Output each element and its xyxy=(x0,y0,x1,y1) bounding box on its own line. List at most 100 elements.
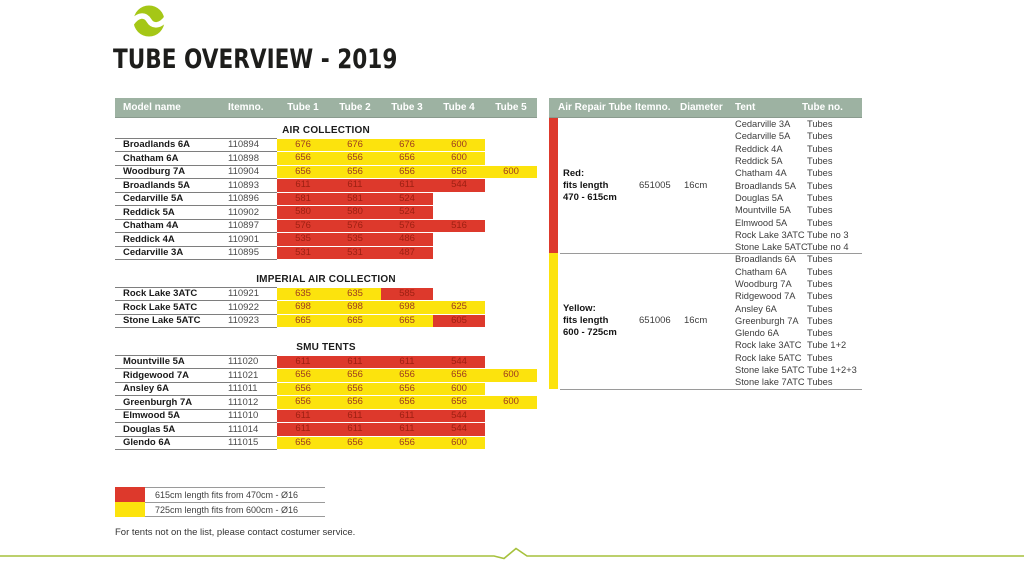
model-name-cell: Rock Lake 3ATC xyxy=(115,286,228,301)
itemno-cell: 110895 xyxy=(228,245,277,260)
tube2-cell: 535 xyxy=(329,232,381,246)
legend-text: 725cm length fits from 600cm - Ø16 xyxy=(145,502,325,517)
col-header-itemno: Itemno. xyxy=(635,102,671,113)
tube1-cell: 698 xyxy=(277,300,329,314)
tube2-cell: 611 xyxy=(329,408,381,422)
section-title: AIR COLLECTION xyxy=(282,125,370,137)
tube-no-cell: Tube no 3 xyxy=(807,229,849,240)
itemno-cell: 111020 xyxy=(228,354,277,369)
section-title: SMU TENTS xyxy=(296,342,356,354)
tube2-cell: 676 xyxy=(329,137,381,151)
tube2-cell: 635 xyxy=(329,286,381,300)
tube1-cell: 665 xyxy=(277,313,329,327)
tube2-cell: 656 xyxy=(329,164,381,178)
tube5-cell xyxy=(485,151,537,165)
brand-logo xyxy=(128,5,170,37)
legend: 615cm length fits from 470cm - Ø16 725cm … xyxy=(115,487,325,517)
model-name-cell: Stone Lake 5ATC xyxy=(115,313,228,328)
tube1-cell: 676 xyxy=(277,137,329,151)
tube-no-cell: Tubes xyxy=(807,192,833,203)
tube3-cell: 665 xyxy=(381,313,433,327)
tube4-cell xyxy=(433,246,485,260)
tube1-cell: 656 xyxy=(277,395,329,409)
tube4-cell: 605 xyxy=(433,313,485,327)
itemno-cell: 111011 xyxy=(228,381,277,396)
model-name-cell: Cedarville 5A xyxy=(115,191,228,206)
diameter-cell: 16cm xyxy=(684,180,708,192)
table-row: Chatham 4A 110897 576 576 576 516 xyxy=(115,218,537,232)
col-header-tube3: Tube 3 xyxy=(391,102,423,113)
tube5-cell xyxy=(485,436,537,450)
itemno-cell: 110893 xyxy=(228,178,277,192)
tube-table-body: AIR COLLECTION Broadlands 6A 110894 676 676 6… xyxy=(115,124,537,450)
tent-cell: Ansley 6A xyxy=(735,303,777,314)
tent-cell: Cedarville 5A xyxy=(735,131,791,142)
tube5-cell: 600 xyxy=(485,395,537,409)
tube1-cell: 611 xyxy=(277,422,329,436)
brand-logo-icon xyxy=(128,5,170,37)
tube3-cell: 486 xyxy=(381,232,433,246)
table-row: Cedarville 5A 110896 581 581 524 xyxy=(115,191,537,206)
tube4-cell: 600 xyxy=(433,435,485,449)
tube1-cell: 580 xyxy=(277,205,329,219)
tube2-cell: 656 xyxy=(329,435,381,449)
tube-no-cell: Tubes xyxy=(807,156,833,167)
red-color-bar xyxy=(549,118,558,254)
fit-length-label: Yellow: fits length 600 - 725cm xyxy=(558,253,635,388)
tube4-cell: 656 xyxy=(433,164,485,178)
tube4-cell: 544 xyxy=(433,408,485,422)
tube1-cell: 535 xyxy=(277,232,329,246)
tube5-cell xyxy=(485,246,537,260)
tent-cell: Douglas 5A xyxy=(735,192,784,203)
itemno-cell: 651006 xyxy=(639,315,671,327)
tent-cell: Reddick 5A xyxy=(735,156,783,167)
tube2-cell: 531 xyxy=(329,245,381,259)
tube-no-column: Tubes Tubes Tubes Tubes Tubes Tubes Tubes Tube … xyxy=(802,253,862,388)
tube4-cell xyxy=(433,287,485,301)
tent-cell: Reddick 4A xyxy=(735,143,783,154)
itemno-cell: 110894 xyxy=(228,137,277,152)
itemno-cell: 110921 xyxy=(228,286,277,301)
tube4-cell: 600 xyxy=(433,137,485,151)
tube-no-cell: Tubes xyxy=(807,254,833,265)
tube3-cell: 676 xyxy=(381,137,433,151)
tent-cell: Chatham 4A xyxy=(735,168,787,179)
tube4-cell: 656 xyxy=(433,368,485,382)
table-row: Woodburg 7A 110904 656 656 656 656 600 xyxy=(115,164,537,178)
col-header-diameter: Diameter xyxy=(680,102,723,113)
fit-length-line: fits length xyxy=(563,179,609,191)
air-repair-tube-table: Air Repair Tube Itemno. Diameter Tent Tu… xyxy=(549,98,862,390)
itemno-cell: 651005 xyxy=(639,180,671,192)
tube5-cell: 600 xyxy=(485,164,537,178)
tube4-cell: 600 xyxy=(433,151,485,165)
tube-no-cell: Tubes xyxy=(807,352,833,363)
fit-length-line: 600 - 725cm xyxy=(563,326,617,338)
model-name-cell: Rock Lake 5ATC xyxy=(115,300,228,314)
tent-cell: Broadlands 5A xyxy=(735,180,796,191)
tube5-cell xyxy=(485,314,537,328)
tube1-cell: 656 xyxy=(277,368,329,382)
model-name-cell: Broadlands 5A xyxy=(115,178,228,192)
tube3-cell: 611 xyxy=(381,422,433,436)
tent-cell: Stone lake 5ATC xyxy=(735,365,805,376)
itemno-cell: 110896 xyxy=(228,191,277,206)
section-bottom-rule xyxy=(115,327,277,328)
model-name-cell: Ansley 6A xyxy=(115,381,228,396)
tent-cell: Stone Lake 5ATC xyxy=(735,242,808,253)
tube-no-cell: Tubes xyxy=(807,180,833,191)
tent-cell: Ridgewood 7A xyxy=(735,291,796,302)
tube1-cell: 656 xyxy=(277,435,329,449)
table-row: Elmwood 5A 111010 611 611 611 544 xyxy=(115,408,537,422)
legend-row: 725cm length fits from 600cm - Ø16 xyxy=(115,502,325,517)
table-row: Rock Lake 5ATC 110922 698 698 698 625 xyxy=(115,300,537,314)
tube-no-cell: Tubes xyxy=(807,217,833,228)
itemno-cell: 110902 xyxy=(228,205,277,219)
model-name-cell: Greenburgh 7A xyxy=(115,395,228,409)
tube4-cell: 516 xyxy=(433,218,485,232)
legend-row: 615cm length fits from 470cm - Ø16 xyxy=(115,487,325,502)
tube-no-cell: Tube no 4 xyxy=(807,242,849,253)
air-repair-section-red: Red: fits length 470 - 615cm 651005 16cm Ceda… xyxy=(549,118,862,254)
table-row: Stone Lake 5ATC 110923 665 665 665 605 xyxy=(115,313,537,328)
yellow-color-bar xyxy=(549,253,558,389)
table-row: Cedarville 3A 110895 531 531 487 xyxy=(115,245,537,260)
